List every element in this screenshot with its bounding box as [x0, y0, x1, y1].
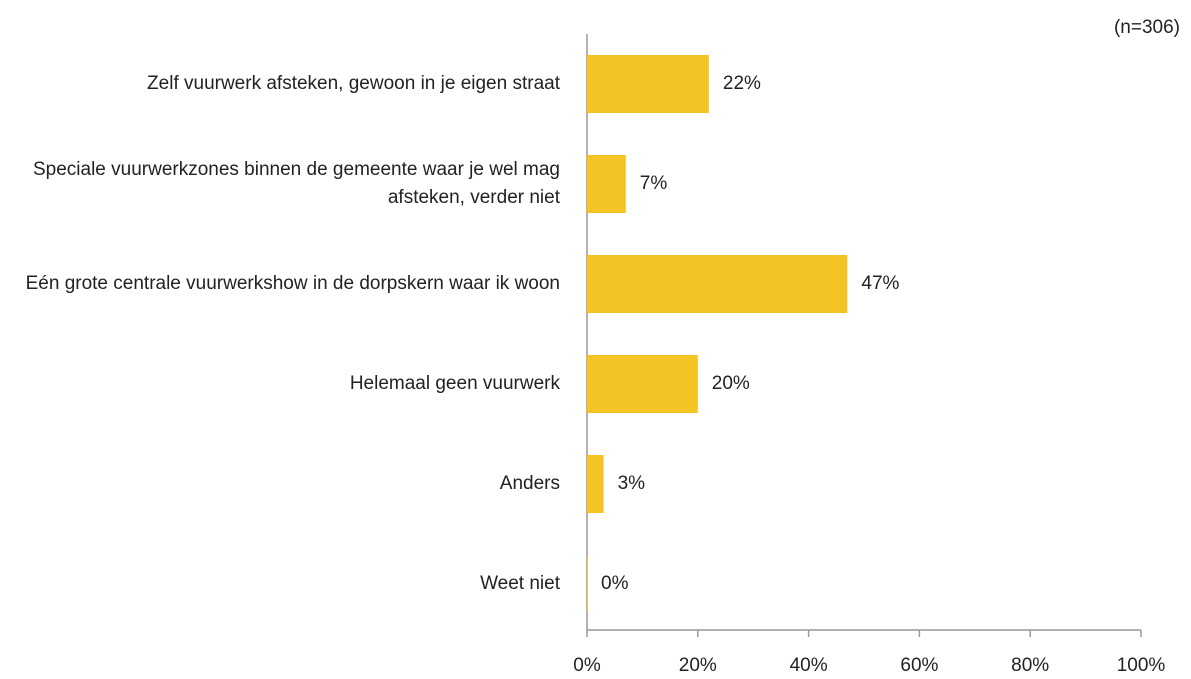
bar: [587, 555, 588, 613]
value-label: 47%: [861, 273, 899, 294]
x-tick-label: 0%: [573, 655, 601, 676]
value-label: 20%: [712, 373, 750, 394]
category-label: Anders: [499, 473, 560, 494]
value-label: 3%: [618, 473, 646, 494]
bar: [587, 155, 626, 213]
x-tick-label: 40%: [790, 655, 828, 676]
bar: [587, 455, 604, 513]
x-tick-label: 20%: [679, 655, 717, 676]
sample-note: (n=306): [1114, 17, 1180, 38]
category-label: Zelf vuurwerk afsteken, gewoon in je eig…: [147, 73, 560, 94]
x-tick-label: 100%: [1117, 655, 1166, 676]
bar: [587, 255, 848, 313]
category-label: Speciale vuurwerkzones binnen de gemeent…: [32, 159, 560, 208]
bar: [587, 55, 709, 113]
x-tick-label: 80%: [1011, 655, 1049, 676]
value-label: 0%: [601, 573, 629, 594]
value-label: 22%: [723, 73, 761, 94]
value-label: 7%: [640, 173, 668, 194]
category-label: Eén grote centrale vuurwerkshow in de do…: [25, 273, 560, 294]
category-label: Weet niet: [480, 573, 560, 594]
category-label: Helemaal geen vuurwerk: [349, 373, 560, 394]
bar: [587, 355, 698, 413]
x-tick-label: 60%: [900, 655, 938, 676]
